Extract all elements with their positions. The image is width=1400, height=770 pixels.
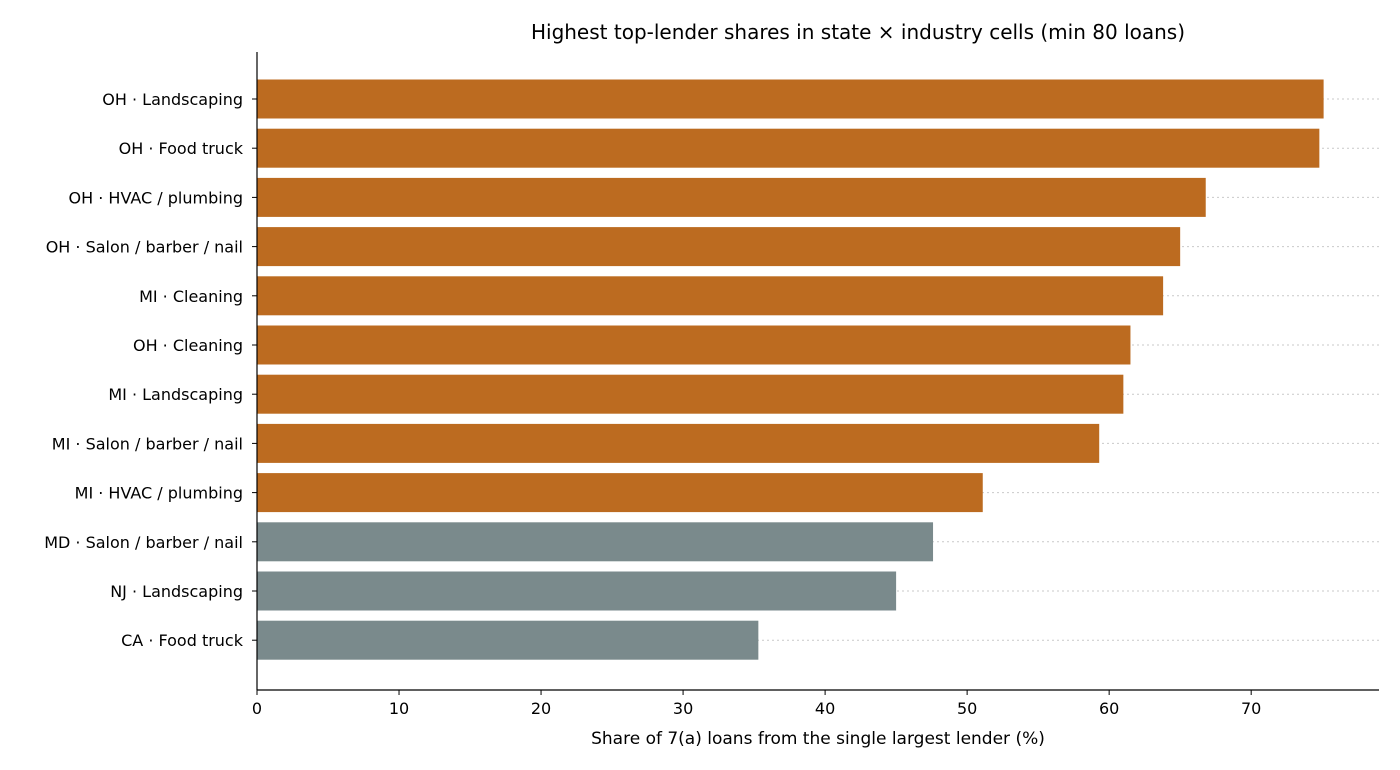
x-axis: 0 10 20 30 40 50 60 70 bbox=[252, 689, 1379, 718]
x-tick-label: 0 bbox=[252, 699, 262, 718]
bar bbox=[257, 374, 1124, 414]
category-label: OH · Landscaping bbox=[102, 90, 243, 109]
bar bbox=[257, 177, 1206, 217]
category-label: OH · Food truck bbox=[119, 139, 244, 158]
x-tick-label: 10 bbox=[389, 699, 409, 718]
x-tick-label: 40 bbox=[815, 699, 835, 718]
category-label: NJ · Landscaping bbox=[110, 582, 243, 601]
bar bbox=[257, 128, 1320, 168]
bar bbox=[257, 423, 1100, 463]
category-label: OH · HVAC / plumbing bbox=[69, 188, 243, 207]
bar bbox=[257, 620, 759, 660]
x-tick-label: 70 bbox=[1241, 699, 1261, 718]
x-axis-label: Share of 7(a) loans from the single larg… bbox=[591, 729, 1045, 749]
bar bbox=[257, 79, 1324, 119]
category-label: OH · Salon / barber / nail bbox=[46, 238, 243, 257]
x-tick-label: 30 bbox=[673, 699, 693, 718]
x-tick-label: 60 bbox=[1099, 699, 1119, 718]
category-label: MI · Landscaping bbox=[108, 385, 243, 404]
bar bbox=[257, 473, 983, 513]
bar bbox=[257, 571, 897, 611]
x-tick-label: 50 bbox=[957, 699, 977, 718]
category-label: MI · Salon / barber / nail bbox=[52, 434, 243, 453]
category-label: MI · Cleaning bbox=[139, 287, 243, 306]
x-tick-label: 20 bbox=[531, 699, 551, 718]
bar-layer bbox=[257, 79, 1324, 660]
category-label: OH · Cleaning bbox=[133, 336, 243, 355]
bar bbox=[257, 276, 1164, 316]
y-axis: OH · Landscaping OH · Food truck OH · HVAC… bbox=[44, 52, 258, 690]
bar bbox=[257, 227, 1181, 267]
chart-title: Highest top-lender shares in state × ind… bbox=[531, 20, 1185, 44]
bar bbox=[257, 325, 1131, 365]
category-label: CA · Food truck bbox=[121, 631, 244, 650]
category-label: MD · Salon / barber / nail bbox=[44, 533, 243, 552]
bar bbox=[257, 522, 934, 562]
category-label: MI · HVAC / plumbing bbox=[75, 484, 243, 503]
